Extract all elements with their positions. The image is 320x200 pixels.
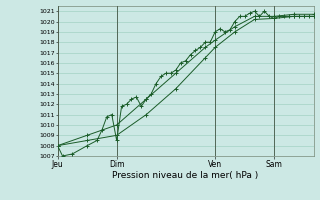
X-axis label: Pression niveau de la mer( hPa ): Pression niveau de la mer( hPa ) bbox=[112, 171, 259, 180]
